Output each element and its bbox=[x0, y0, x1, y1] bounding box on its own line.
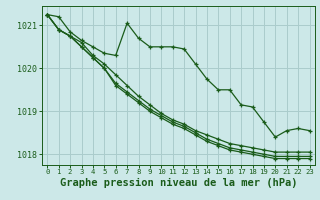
X-axis label: Graphe pression niveau de la mer (hPa): Graphe pression niveau de la mer (hPa) bbox=[60, 178, 297, 188]
